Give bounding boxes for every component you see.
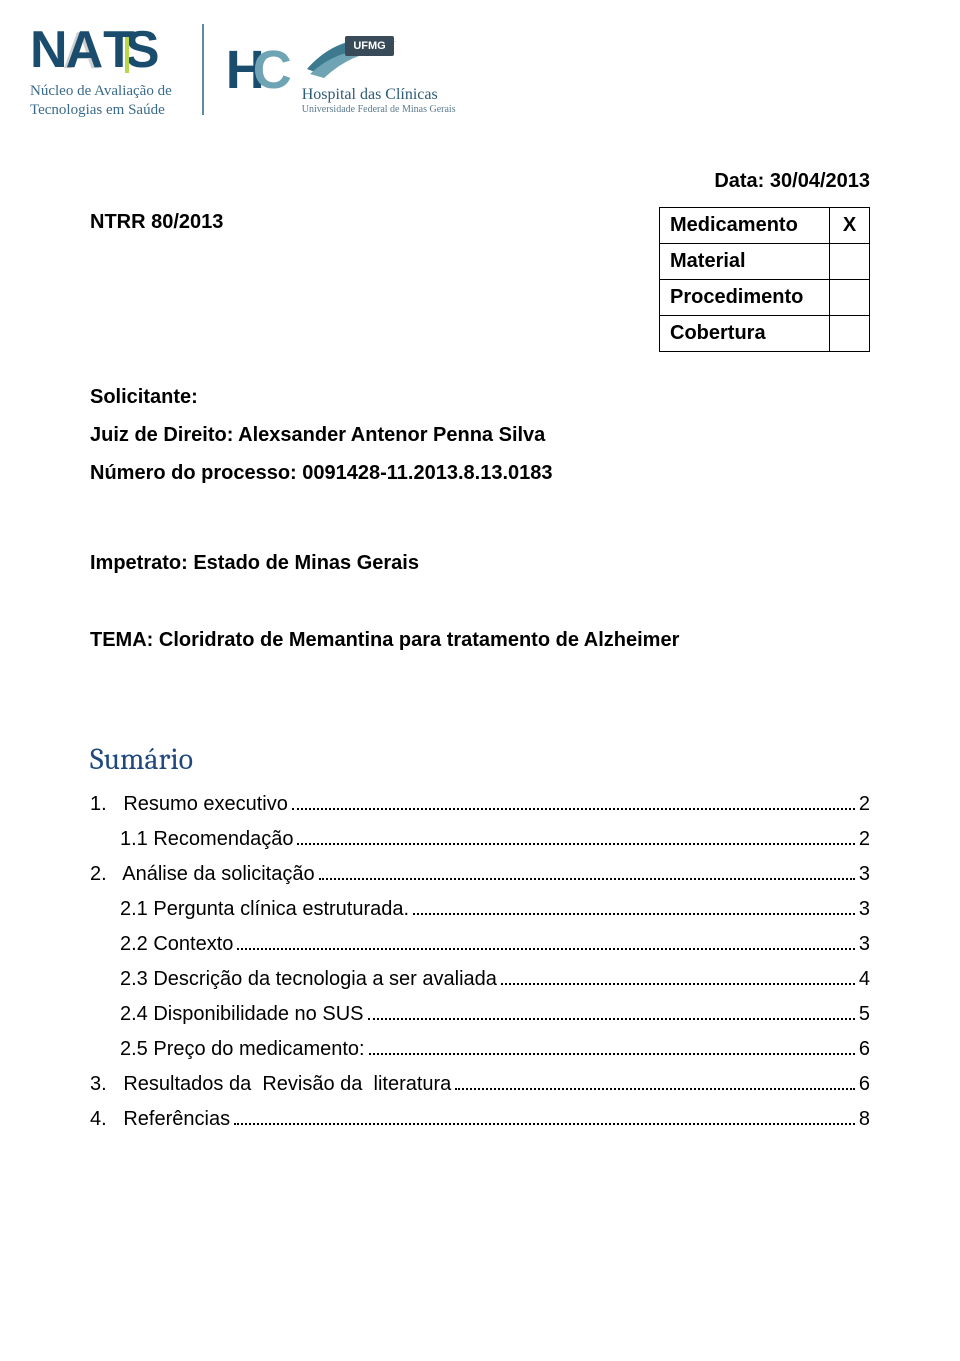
hc-wordmark: H C [226, 39, 288, 101]
toc-leader-dots [455, 1088, 855, 1090]
solicitante-label: Solicitante: [90, 378, 870, 416]
hc-letter-c: C [253, 39, 288, 101]
hc-text-block: Hospital das Clínicas Universidade Feder… [302, 86, 456, 115]
toc-row: 2.2 Contexto 3 [90, 933, 870, 956]
toc-row: 3. Resultados da Revisão da literatura 6 [90, 1073, 870, 1096]
toc-page: 3 [859, 863, 870, 886]
toc-page: 8 [859, 1108, 870, 1131]
toc-row: 1. Resumo executivo 2 [90, 793, 870, 816]
toc-page: 2 [859, 793, 870, 816]
hc-title: Hospital das Clínicas [302, 86, 456, 104]
classification-table: MedicamentoXMaterialProcedimentoCobertur… [659, 207, 870, 352]
ufmg-badge: UFMG [345, 36, 393, 56]
toc-row: 2.3 Descrição da tecnologia a ser avalia… [90, 968, 870, 991]
header-logos: N AA T S Núcleo de Avaliação de Tecnolog… [0, 0, 960, 150]
hc-subtitle: Universidade Federal de Minas Gerais [302, 104, 456, 115]
nats-letter-a: AA [66, 20, 104, 80]
toc-leader-dots [234, 1123, 855, 1125]
toc-leader-dots [369, 1053, 855, 1055]
toc-page: 3 [859, 898, 870, 921]
nats-letter-n: N [30, 20, 66, 80]
toc-page: 4 [859, 968, 870, 991]
document-content: Data: 30/04/2013 NTRR 80/2013 Medicament… [0, 150, 960, 1183]
toc-label: 2.3 Descrição da tecnologia a ser avalia… [90, 968, 497, 991]
classification-mark [830, 279, 870, 315]
toc-label: 2.1 Pergunta clínica estruturada. [90, 898, 409, 921]
toc-page: 3 [859, 933, 870, 956]
juiz-line: Juiz de Direito: Alexsander Antenor Penn… [90, 416, 870, 454]
toc-leader-dots [368, 1018, 855, 1020]
toc-leader-dots [413, 913, 855, 915]
classification-label: Procedimento [660, 279, 830, 315]
request-block: Solicitante: Juiz de Direito: Alexsander… [90, 378, 870, 492]
toc-leader-dots [292, 808, 855, 810]
classification-row: Material [660, 243, 870, 279]
hc-logo: H C UFMG Hospital das Clínicas Universid… [202, 24, 456, 115]
toc-page: 5 [859, 1003, 870, 1026]
hc-swoosh-icon: UFMG [302, 24, 412, 84]
toc-label: 2. Análise da solicitação [90, 863, 315, 886]
toc-row: 2.1 Pergunta clínica estruturada. 3 [90, 898, 870, 921]
toc-leader-dots [501, 983, 855, 985]
toc-row: 1.1 Recomendação 2 [90, 828, 870, 851]
toc-leader-dots [237, 948, 854, 950]
toc-row: 2.5 Preço do medicamento: 6 [90, 1038, 870, 1061]
toc-page: 6 [859, 1038, 870, 1061]
toc-label: 1. Resumo executivo [90, 793, 288, 816]
classification-mark [830, 243, 870, 279]
toc-label: 1.1 Recomendação [90, 828, 293, 851]
date-line: Data: 30/04/2013 [90, 170, 870, 193]
nats-letter-s: S [125, 20, 158, 80]
tema-line: TEMA: Cloridrato de Memantina para trata… [90, 629, 870, 652]
toc-leader-dots [297, 843, 854, 845]
impetrato-line: Impetrato: Estado de Minas Gerais [90, 552, 870, 575]
toc-page: 6 [859, 1073, 870, 1096]
hc-graphic: UFMG Hospital das Clínicas Universidade … [302, 24, 456, 115]
toc-page: 2 [859, 828, 870, 851]
sumario-title: Sumário [90, 742, 870, 777]
nats-sub-line1: Núcleo de Avaliação de [30, 82, 172, 101]
nats-logo: N AA T S Núcleo de Avaliação de Tecnolog… [30, 20, 172, 120]
ntrr-code: NTRR 80/2013 [90, 207, 619, 234]
toc-label: 3. Resultados da Revisão da literatura [90, 1073, 451, 1096]
classification-mark [830, 315, 870, 351]
classification-label: Medicamento [660, 207, 830, 243]
classification-row: Cobertura [660, 315, 870, 351]
toc-label: 4. Referências [90, 1108, 230, 1131]
toc-row: 2.4 Disponibilidade no SUS 5 [90, 1003, 870, 1026]
nats-subtitle: Núcleo de Avaliação de Tecnologias em Sa… [30, 82, 172, 120]
toc-label: 2.2 Contexto [90, 933, 233, 956]
classification-mark: X [830, 207, 870, 243]
toc-row: 4. Referências 8 [90, 1108, 870, 1131]
classification-label: Material [660, 243, 830, 279]
classification-label: Cobertura [660, 315, 830, 351]
table-of-contents: 1. Resumo executivo 2 1.1 Recomendação 2 2. … [90, 793, 870, 1131]
nats-accent-bar [125, 37, 129, 73]
classification-row: Procedimento [660, 279, 870, 315]
processo-line: Número do processo: 0091428-11.2013.8.13… [90, 454, 870, 492]
nats-sub-line2: Tecnologias em Saúde [30, 101, 172, 120]
ntrr-row: NTRR 80/2013 MedicamentoXMaterialProcedi… [90, 207, 870, 352]
toc-leader-dots [319, 878, 855, 880]
toc-row: 2. Análise da solicitação 3 [90, 863, 870, 886]
toc-label: 2.5 Preço do medicamento: [90, 1038, 365, 1061]
nats-wordmark: N AA T S [30, 20, 172, 80]
classification-row: MedicamentoX [660, 207, 870, 243]
toc-label: 2.4 Disponibilidade no SUS [90, 1003, 364, 1026]
